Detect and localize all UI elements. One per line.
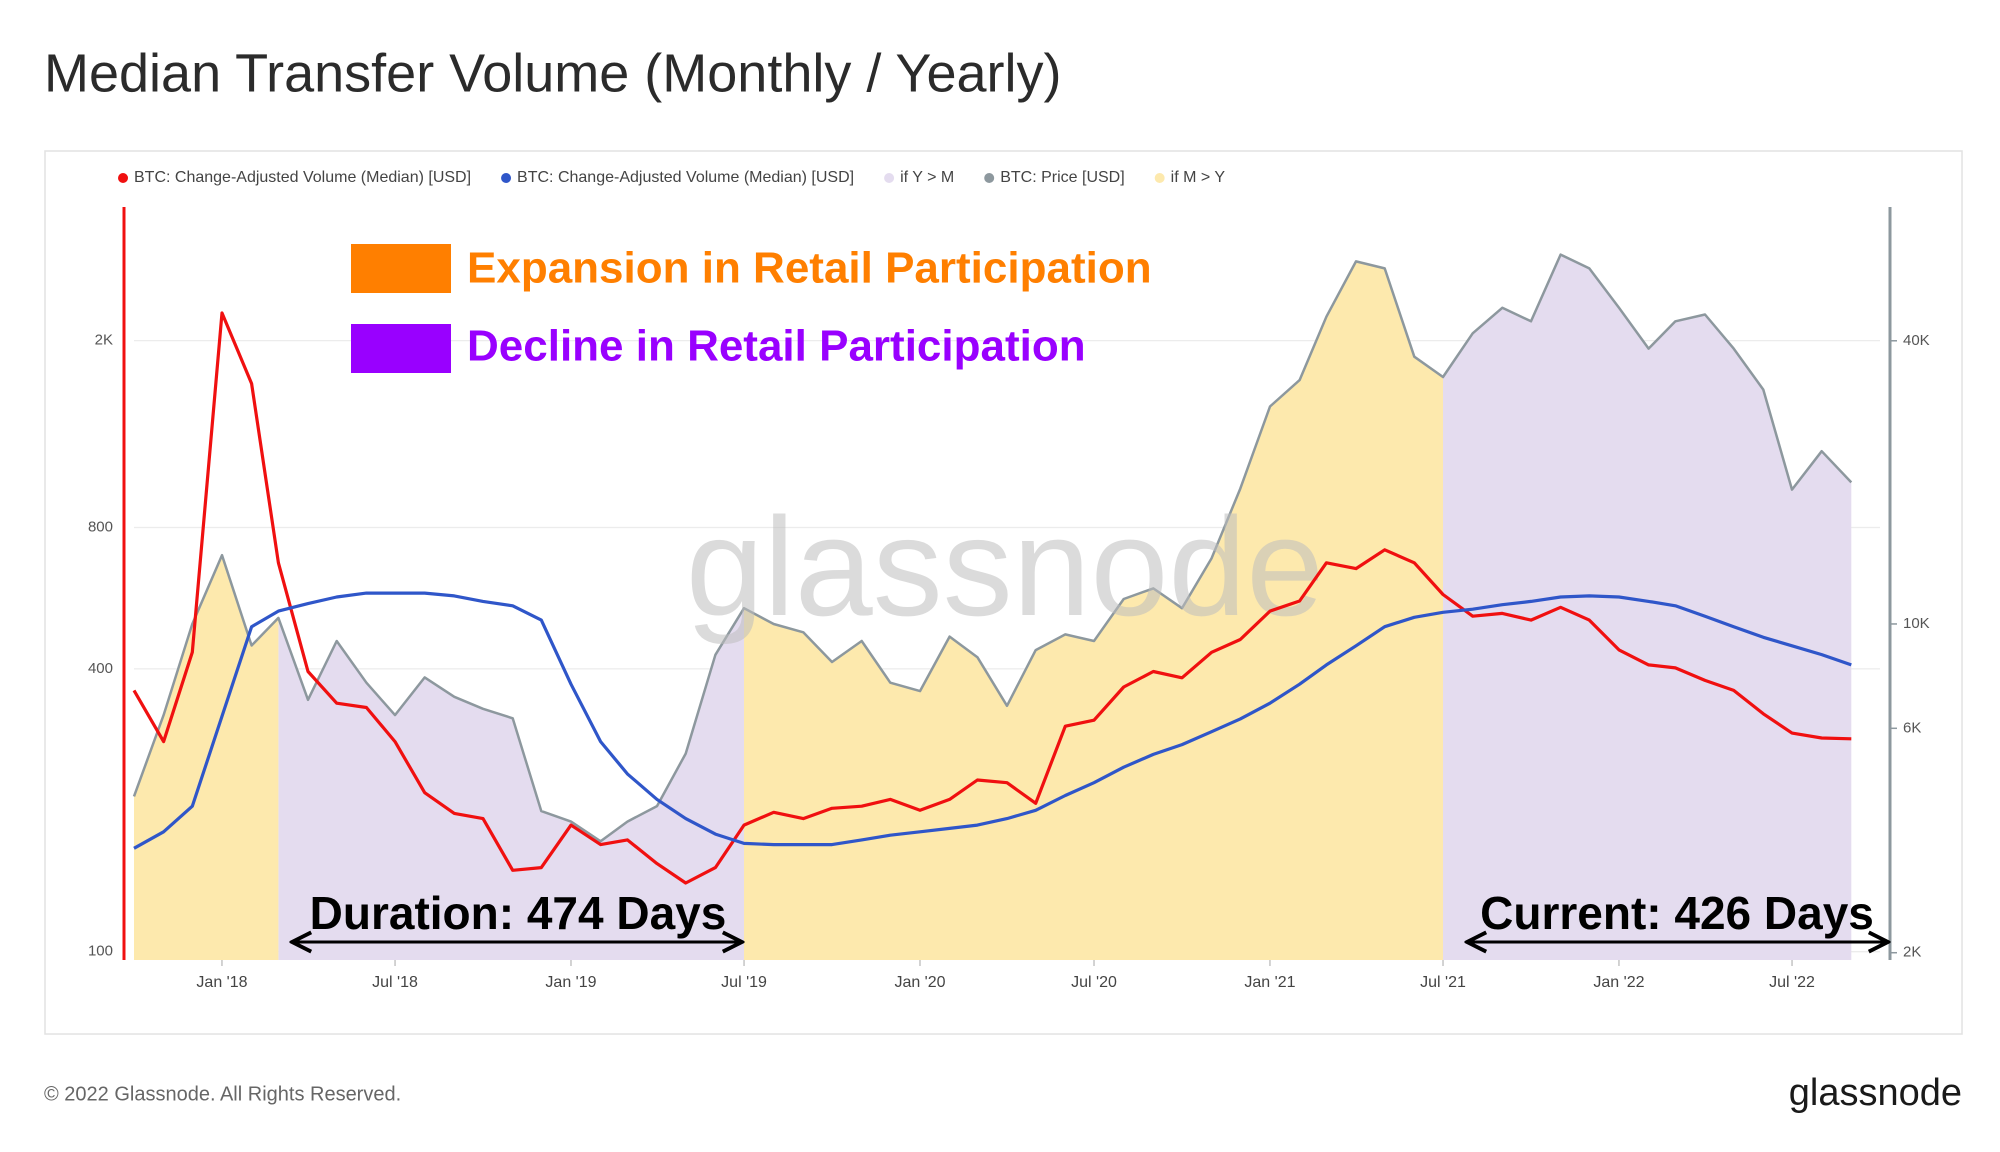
x-tick-label: Jul '22 <box>1769 974 1815 991</box>
legend-label: BTC: Change-Adjusted Volume (Median) [US… <box>134 169 471 186</box>
y-tick-label: 800 <box>88 518 113 535</box>
copyright: © 2022 Glassnode. All Rights Reserved. <box>44 1083 401 1105</box>
area <box>1443 254 1852 961</box>
x-tick-label: Jul '19 <box>721 974 767 991</box>
plot-foreground: 100 400 800 2K 2K 6K 10K 40K Jan '18 Jul '18 Jan '… <box>88 169 1930 991</box>
y2-tick-label: 40K <box>1903 332 1930 349</box>
x-tick-label: Jul '21 <box>1420 974 1466 991</box>
x-tick-label: Jan '20 <box>894 974 945 991</box>
y2-tick-label: 2K <box>1903 944 1921 961</box>
y-tick-label: 400 <box>88 660 113 677</box>
legend-label: if Y > M <box>900 169 954 186</box>
line <box>133 591 1852 850</box>
annotation: Current: 426 Days <box>1480 887 1874 939</box>
legend-label: BTC: Price [USD] <box>1000 169 1124 186</box>
annotation: Decline in Retail Participation <box>467 322 1086 371</box>
plot-background <box>132 253 1880 961</box>
legend-dot <box>984 173 995 183</box>
y-tick-label: 2K <box>95 332 113 349</box>
legend-dot <box>118 173 128 183</box>
legend-dot <box>501 173 512 183</box>
x-tick-label: Jan '21 <box>1244 974 1295 991</box>
legend-swatch-decline <box>351 324 451 373</box>
line <box>132 311 1852 885</box>
y-tick-label: 100 <box>88 943 113 960</box>
legend-dot <box>884 173 895 183</box>
y2-tick-label: 6K <box>1903 719 1921 736</box>
y2-tick-label: 10K <box>1903 615 1930 632</box>
legend-swatch-expansion <box>351 244 451 293</box>
watermark: glassnode <box>686 488 1324 645</box>
x-tick-label: Jan '22 <box>1593 974 1644 991</box>
area <box>744 261 1443 960</box>
x-tick-label: Jul '20 <box>1071 974 1117 991</box>
page-title: Median Transfer Volume (Monthly / Yearly… <box>44 43 1061 103</box>
annotation: Duration: 474 Days <box>310 887 727 939</box>
area <box>278 608 744 960</box>
legend-label: BTC: Change-Adjusted Volume (Median) [US… <box>517 169 854 186</box>
x-tick-label: Jan '19 <box>545 974 596 991</box>
annotation: Expansion in Retail Participation <box>467 244 1152 293</box>
x-tick-label: Jul '18 <box>372 974 418 991</box>
x-tick-label: Jan '18 <box>196 974 247 991</box>
logo: glassnode <box>1789 1072 1962 1114</box>
line <box>132 253 1853 843</box>
legend-dot <box>1154 173 1165 183</box>
legend-label: if M > Y <box>1171 169 1226 186</box>
